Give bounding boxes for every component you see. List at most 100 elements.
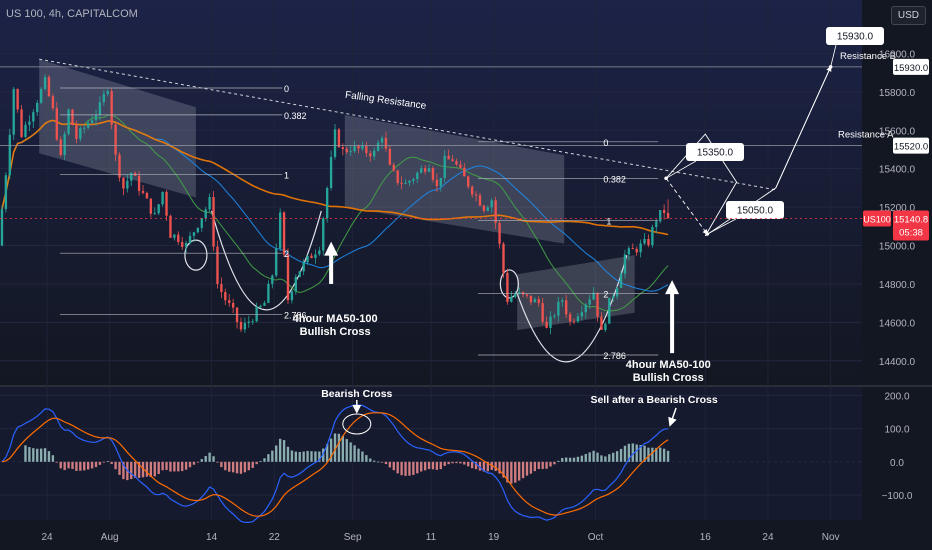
macd-histogram-bar [294,451,297,462]
macd-histogram-bar [478,461,482,471]
macd-histogram-bar [286,446,290,462]
macd-histogram-bar [506,461,509,483]
candle-body [357,145,360,149]
sell-label: Sell after a Bearish Cross [590,394,717,406]
macd-histogram-bar [666,450,670,462]
macd-histogram-bar [337,433,341,462]
candle-body [20,109,23,137]
candle-body [208,197,211,210]
ma50-line [1,114,669,312]
candle-body [365,145,368,154]
candle-body [662,210,666,213]
candle-body [494,200,497,223]
macd-histogram-bar [596,452,599,462]
macd-histogram-bar [243,461,247,473]
macd-histogram-bar [43,448,47,462]
resistance-b-tag-bg [893,58,929,75]
macd-histogram-bar [63,461,66,471]
macd-histogram-bar [39,448,43,462]
target-callout-2-dot [705,232,710,236]
candle-body [420,168,423,173]
macd-histogram-bar [655,447,658,462]
macd-histogram-bar [28,447,31,462]
macd-histogram-bar [306,450,309,462]
candle-body [537,299,540,304]
macd-histogram-bar [643,445,646,462]
candle-body [16,88,19,110]
candle-body [329,156,333,188]
fib-level-label-2: 1 [606,217,611,227]
candle-body [51,96,55,109]
candle-body [165,191,168,216]
y-tick-label: 15200.0 [879,203,916,214]
candle-body [502,243,505,273]
candle-body [259,305,262,307]
fib-level-label-2: 0 [603,138,608,148]
channel-shape-2 [344,114,565,244]
candle-body [141,190,145,193]
candle-body [275,248,278,276]
sell-arrow [668,407,677,427]
candle-body [533,299,537,303]
candle-body [443,155,446,178]
candle-body [592,292,595,300]
symbol-tag: US100 [863,214,891,224]
target-callout-2-box [726,201,784,219]
candle-body [470,186,474,195]
axes: 14400.0 14600.0 14800.0 15000.0 15200.0 15400… [0,49,929,543]
macd-histogram-bar [502,461,505,478]
macd-histogram-bar [161,461,164,471]
bowl-arc-1 [211,210,322,311]
candle-body [565,300,568,315]
macd-histogram-bar [533,461,537,472]
candle-body [588,299,591,305]
macd-histogram-bar [494,461,497,472]
macd-pane: Bearish Cross Sell after a Bearish Cross [1,388,718,523]
resistance-b-tag: 15930.0 [894,63,928,74]
macd-histogram-bar [498,461,501,474]
candle-body [517,292,521,294]
macd-histogram-bar [59,461,62,469]
candle-body [149,198,153,214]
candle-body [631,248,634,250]
candle-body [157,204,160,214]
highlight-circle-2 [499,269,519,299]
candle-body [561,300,564,302]
macd-histogram-bar [459,461,462,464]
macd-histogram-bar [553,461,556,465]
macd-histogram-bar [384,461,388,465]
candle-body [263,302,266,306]
candle-body [514,293,517,297]
candle-body [647,238,650,246]
candle-body [498,222,501,244]
macd-histogram-bar [615,451,619,462]
projection-dashed-arrow [665,178,708,235]
macd-histogram-bar [204,455,207,462]
macd-histogram-bar [208,452,211,462]
y-tick-label: 14600.0 [879,318,916,329]
macd-histogram-bar [239,461,243,474]
candle-body [541,303,544,322]
macd-histogram-bar [431,461,435,470]
macd-histogram-bar [470,461,474,469]
macd-histogram-bar [314,451,317,462]
macd-histogram-bar [212,456,215,462]
macd-histogram-bar [435,461,439,470]
x-tick-label: 14 [206,532,218,543]
candle-body [294,276,297,292]
candle-body [651,227,654,246]
y-tick-label: 16000.0 [879,49,916,60]
macd-histogram-bar [376,461,380,463]
macd-histogram-bar [153,461,156,477]
resistance-a-label: Resistance A [838,130,894,141]
candle-body [243,322,247,330]
candle-body [106,91,109,95]
currency-button[interactable]: USD [890,6,926,25]
candle-body [412,179,415,181]
macd-histogram-bar [651,447,654,462]
candle-body [314,254,317,259]
candle-body [380,137,384,143]
macd-histogram-bar [255,461,258,465]
candle-body [137,175,141,191]
